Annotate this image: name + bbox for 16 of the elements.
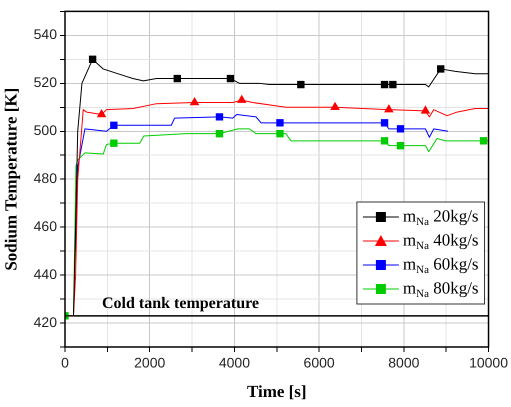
y-tick-label: 500 xyxy=(34,122,58,138)
x-tick-label: 2000 xyxy=(134,354,166,370)
y-tick-label: 440 xyxy=(34,266,58,282)
y-tick-label: 460 xyxy=(34,218,58,234)
x-tick-label: 10000 xyxy=(469,354,508,370)
ref-line-label: Cold tank temperature xyxy=(102,294,260,312)
y-tick-label: 420 xyxy=(34,314,58,330)
y-tick-label: 520 xyxy=(34,74,58,90)
y-tick-label: 540 xyxy=(34,26,58,42)
x-tick-label: 0 xyxy=(61,354,70,370)
y-axis-title: Sodium Temperature [K] xyxy=(2,88,21,271)
x-axis-title: Time [s] xyxy=(246,382,307,402)
x-tick-label: 6000 xyxy=(304,354,335,370)
x-tick-label: 4000 xyxy=(218,354,250,370)
y-tick-label: 480 xyxy=(34,170,58,186)
x-tick-label: 8000 xyxy=(388,354,420,370)
